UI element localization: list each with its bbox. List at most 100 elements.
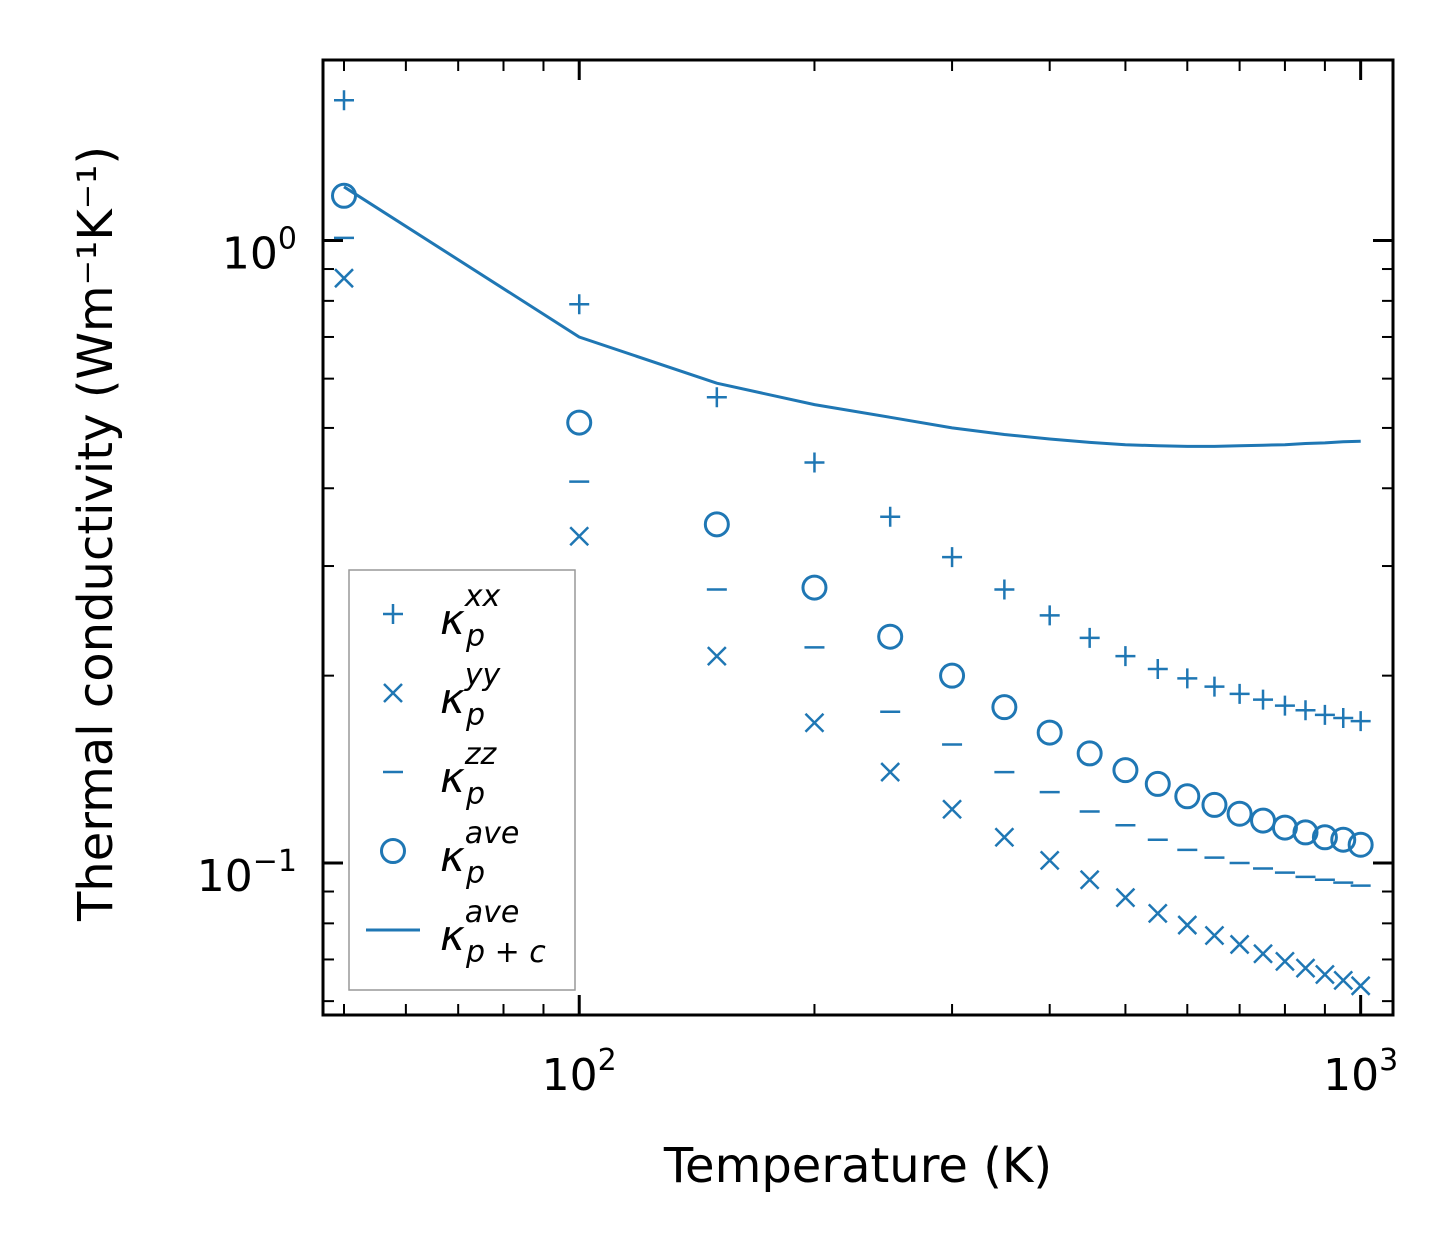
data-point-kyy: [1204, 925, 1225, 946]
legend-symbol: κ: [440, 911, 465, 960]
data-point-kxx: [1295, 700, 1316, 721]
legend-item-kyy: κyy p: [383, 658, 502, 733]
legend-superscript: ave: [465, 895, 520, 930]
data-point-kxx: [333, 90, 354, 111]
legend-label-kave: κave p: [440, 816, 519, 891]
legend-symbol: κ: [440, 753, 465, 802]
y-tick-label-exponent: 0: [278, 222, 297, 257]
x-tick-label-exponent: 2: [598, 1043, 617, 1078]
legend-label-kxx: κxx p: [440, 579, 501, 654]
series-kave: [330, 182, 1374, 858]
x-axis-label: Temperature (K): [663, 1138, 1052, 1194]
legend-subscript: p: [465, 856, 485, 891]
data-point-kxx: [1079, 627, 1100, 648]
data-point-kave: [566, 409, 593, 436]
data-point-kave: [1036, 719, 1063, 746]
data-point-kave: [703, 511, 730, 538]
data-point-kxx: [1274, 695, 1295, 716]
legend-label-kzz: κzz p: [440, 737, 498, 812]
data-point-kyy: [804, 712, 825, 733]
data-point-kave: [1076, 740, 1103, 767]
data-point-kxx: [880, 506, 901, 527]
data-point-kyy: [1275, 951, 1295, 972]
data-point-kxx: [1314, 704, 1335, 725]
y-tick-label-base: 10: [222, 229, 278, 280]
data-point-kxx: [1147, 658, 1168, 679]
x-tick-label-base: 10: [1323, 1050, 1379, 1101]
data-point-kave: [991, 694, 1018, 721]
legend-label-kyy: κyy p: [440, 658, 502, 733]
y-axis-label: Thermal conductivity (Wm⁻¹K⁻¹): [68, 146, 124, 922]
legend-marker-kxx: [383, 604, 403, 624]
legend-item-kxx: κxx p: [383, 579, 501, 654]
data-point-kxx: [706, 387, 727, 408]
y-tick-label: 100: [222, 222, 297, 280]
data-point-kyy: [1333, 970, 1354, 991]
legend-item-kzz: κzz p: [383, 737, 498, 812]
legend-subscript: p: [465, 619, 485, 654]
data-point-kyy: [334, 268, 354, 289]
data-point-kyy: [1177, 915, 1198, 935]
legend-subscript: p + c: [465, 935, 546, 970]
data-point-kyy: [1147, 903, 1168, 924]
x-tick-label: 103: [1323, 1043, 1398, 1101]
plot-area: [330, 90, 1374, 996]
axes-frame: [321, 58, 1395, 1017]
data-point-kxx: [1333, 707, 1354, 728]
data-point-kyy: [1229, 934, 1250, 955]
legend-symbol: κ: [440, 595, 465, 644]
data-point-kave: [1144, 770, 1171, 797]
data-point-kave: [1330, 826, 1357, 853]
data-point-kxx: [994, 579, 1015, 600]
data-point-kyy: [1039, 850, 1060, 871]
data-point-kxx: [1039, 605, 1060, 626]
data-point-kxx: [1253, 689, 1274, 710]
legend-superscript: yy: [464, 658, 502, 693]
data-point-kxx: [804, 452, 825, 473]
data-point-kxx: [1177, 668, 1198, 689]
legend-box: [348, 569, 576, 991]
legend-subscript: p: [465, 777, 485, 812]
data-point-kxx: [1115, 646, 1136, 667]
data-point-kyy: [569, 526, 590, 547]
legend-superscript: zz: [464, 737, 498, 772]
series-kave_pc: [343, 185, 1361, 448]
data-point-kave: [1347, 831, 1374, 858]
data-point-kyy: [1350, 975, 1371, 996]
y-tick-label: 10−1: [197, 844, 297, 902]
series-kzz: [333, 236, 1371, 887]
legend-marker-kyy: [383, 683, 403, 703]
y-tick-label-exponent: −1: [253, 844, 297, 879]
data-point-kyy: [1295, 958, 1316, 978]
data-point-kyy: [942, 799, 962, 820]
data-point-kxx: [1229, 683, 1250, 704]
data-point-kxx: [1204, 676, 1225, 697]
data-point-kave: [1311, 824, 1338, 851]
legend-item-kave: κave p: [380, 816, 519, 891]
axis-ticks: [323, 60, 1393, 1015]
x-tick-label: 102: [542, 1043, 617, 1101]
data-point-kave: [1112, 757, 1139, 784]
legend-superscript: ave: [465, 816, 520, 851]
data-point-kyy: [880, 762, 901, 782]
series-kyy: [334, 268, 1371, 996]
data-point-kave: [877, 623, 904, 650]
data-point-kxx: [569, 294, 590, 315]
data-point-kave: [1201, 791, 1228, 818]
legend-label-kave_pc: κave p + c: [440, 895, 546, 970]
data-point-kave: [1292, 819, 1319, 846]
data-point-kave: [801, 574, 828, 601]
data-point-kave: [939, 662, 966, 689]
data-point-kyy: [706, 646, 727, 666]
legend-item-kave_pc: κave p + c: [366, 895, 546, 970]
data-point-kyy: [1079, 869, 1100, 890]
x-tick-label-exponent: 3: [1379, 1043, 1398, 1078]
data-point-kyy: [1253, 943, 1273, 964]
y-tick-label-base: 10: [197, 851, 253, 902]
series-line-kave_pc: [343, 185, 1361, 448]
series-kxx: [333, 90, 1371, 732]
